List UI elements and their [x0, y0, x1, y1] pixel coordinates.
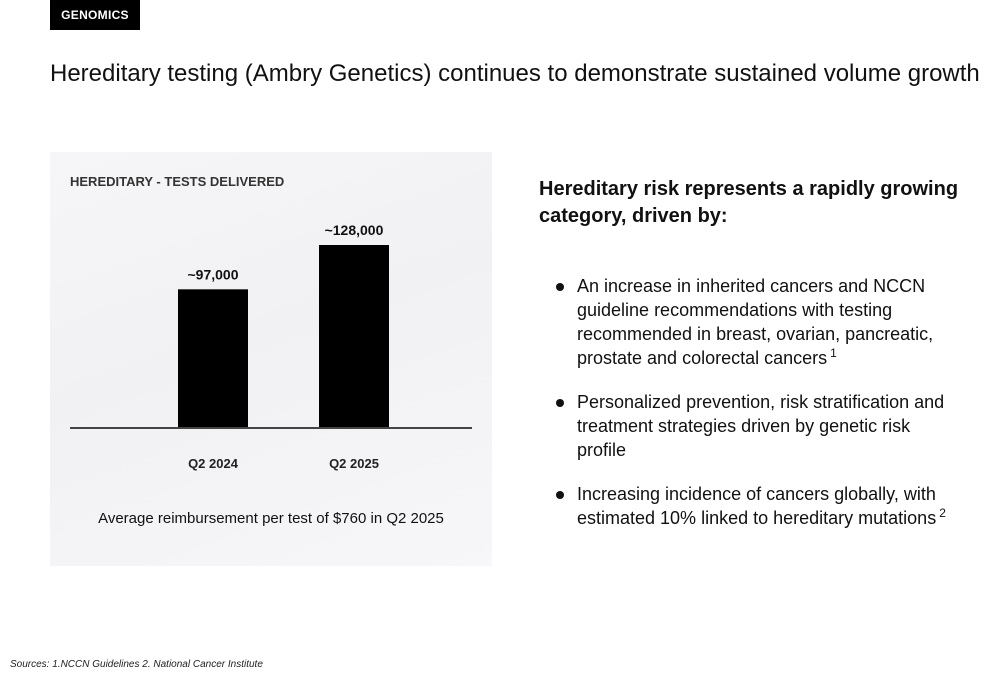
chart-title: HEREDITARY - TESTS DELIVERED — [70, 174, 285, 189]
bullet-dot-icon — [556, 491, 564, 499]
bullet-text: An increase in inherited cancers and NCC… — [577, 276, 934, 368]
list-item: An increase in inherited cancers and NCC… — [539, 274, 959, 370]
x-tick-label: Q2 2025 — [329, 456, 379, 471]
bullet-dot-icon — [556, 399, 564, 407]
list-item: Personalized prevention, risk stratifica… — [539, 390, 959, 462]
chart-panel: ~97,000 Q2 2024 ~128,000 Q2 2025 HEREDITARY… — [50, 152, 492, 566]
bar-q2-2024 — [178, 289, 248, 428]
drivers-panel: Hereditary risk represents a rapidly gro… — [539, 176, 959, 550]
sources-footnote: Sources: 1.NCCN Guidelines 2. National C… — [10, 659, 263, 670]
bullet-dot-icon — [556, 283, 564, 291]
bar-chart: ~97,000 Q2 2024 ~128,000 Q2 2025 — [70, 222, 472, 471]
drivers-heading: Hereditary risk represents a rapidly gro… — [539, 178, 959, 227]
bullet-text: Personalized prevention, risk stratifica… — [577, 392, 945, 460]
drivers-list: An increase in inherited cancers and NCC… — [539, 274, 959, 530]
footnote-marker: 2 — [939, 506, 946, 520]
data-label: ~97,000 — [188, 266, 239, 282]
footnote-marker: 1 — [830, 346, 837, 360]
bar-q2-2025 — [319, 245, 389, 428]
section-tag: GENOMICS — [50, 0, 140, 30]
data-label: ~128,000 — [325, 222, 384, 238]
x-tick-label: Q2 2024 — [188, 456, 239, 471]
list-item: Increasing incidence of cancers globally… — [539, 482, 959, 530]
page-title: Hereditary testing (Ambry Genetics) cont… — [50, 60, 980, 87]
chart-note: Average reimbursement per test of $760 i… — [98, 510, 444, 527]
bullet-text: Increasing incidence of cancers globally… — [577, 484, 937, 528]
